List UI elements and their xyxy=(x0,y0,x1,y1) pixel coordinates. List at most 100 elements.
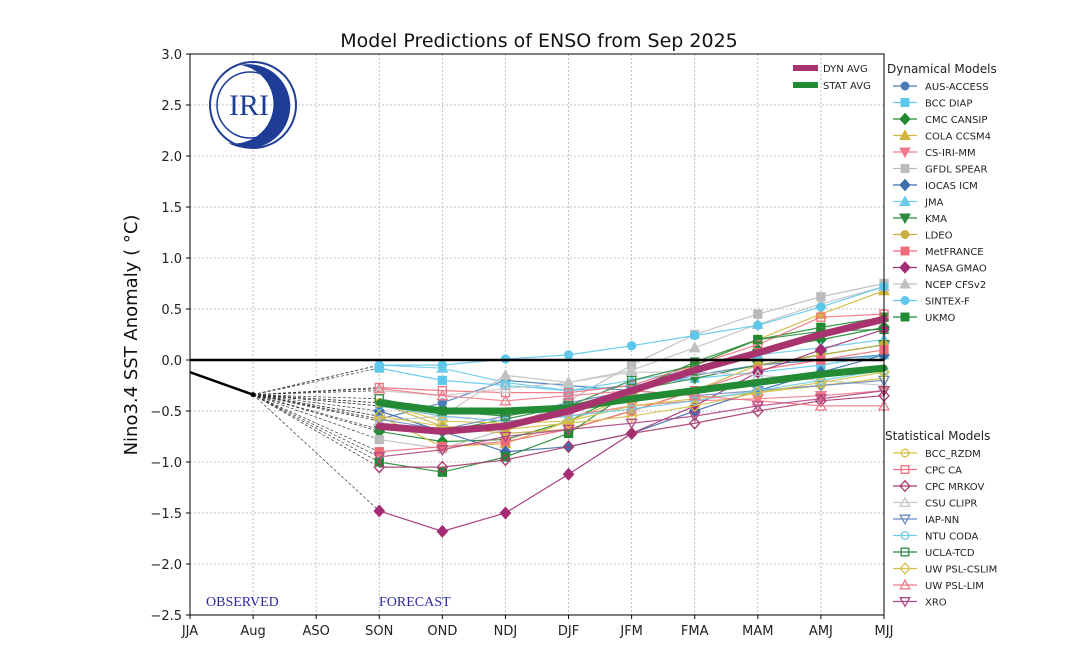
forecast-connector xyxy=(253,388,380,396)
legend-label: MetFRANCE xyxy=(925,247,984,258)
data-point xyxy=(690,396,700,406)
forecast-connector xyxy=(253,394,380,404)
data-point xyxy=(899,479,911,493)
average-line-stat-avg xyxy=(375,364,888,415)
data-point xyxy=(499,453,512,467)
data-point xyxy=(563,387,574,398)
data-point xyxy=(563,350,574,360)
legend-item: NCEP CFSv2 xyxy=(893,277,986,291)
data-point xyxy=(899,112,911,126)
data-point xyxy=(499,506,512,520)
legend-item: JMA xyxy=(893,195,944,209)
legend-item: IOCAS ICM xyxy=(893,178,978,192)
y-tick-label: −1.0 xyxy=(150,456,182,471)
forecast-connector xyxy=(252,394,380,458)
legend-item: LDEO xyxy=(893,230,953,242)
data-point xyxy=(899,129,911,140)
data-point xyxy=(499,431,512,443)
observed-annotation: OBSERVED xyxy=(206,595,279,610)
data-point xyxy=(900,98,910,107)
data-point xyxy=(751,394,764,406)
forecast-connector xyxy=(252,394,380,468)
statistical-legend-title: Statistical Models xyxy=(885,429,990,443)
legend-label: NASA GMAO xyxy=(925,264,987,275)
x-tick-label: JFM xyxy=(619,624,643,639)
data-point xyxy=(899,578,911,590)
x-tick-label: MAM xyxy=(742,624,773,639)
legend-label: JMA xyxy=(924,198,944,209)
forecast-connector xyxy=(252,394,380,430)
data-point xyxy=(626,341,637,351)
forecast-connector xyxy=(253,364,380,396)
forecast-connector xyxy=(252,394,380,463)
data-point xyxy=(437,385,448,396)
data-point xyxy=(373,460,386,474)
y-axis-label: Nino3.4 SST Anomaly ( °C) xyxy=(121,215,142,456)
legend-label: CPC MRKOV xyxy=(925,482,984,493)
series-xro xyxy=(373,385,891,464)
iri-logo: IRI xyxy=(209,61,297,149)
x-tick-label: JJA xyxy=(181,624,198,639)
series-line xyxy=(379,390,885,458)
average-legend: DYN AVG STAT AVG xyxy=(793,54,885,615)
dynamical-legend-title: Dynamical Models xyxy=(887,62,997,76)
legend-label: BCC DIAP xyxy=(925,99,972,110)
data-point xyxy=(753,334,763,345)
legend-item: SINTEX-F xyxy=(893,296,970,308)
data-point xyxy=(374,434,384,445)
forecast-connector xyxy=(253,367,380,396)
series-layer xyxy=(189,278,891,538)
data-point xyxy=(562,376,575,388)
data-point xyxy=(436,445,449,457)
legend-item: CSU CLIPR xyxy=(893,496,977,510)
data-point xyxy=(753,309,763,319)
legend-label: XRO xyxy=(925,598,947,609)
legend-label: UW PSL-LIM xyxy=(925,581,984,592)
forecast-connector xyxy=(253,394,380,407)
x-tick-label: NDJ xyxy=(494,624,518,639)
data-point xyxy=(688,416,701,430)
data-point xyxy=(374,447,384,457)
data-point xyxy=(751,386,764,400)
x-tick-label: Aug xyxy=(240,624,265,639)
legend-item: CMC CANSIP xyxy=(893,112,987,126)
statistical-models-legend: Statistical Models BCC_RZDM CPC CA CPC MRK… xyxy=(885,429,997,609)
legend-item: CS-IRI-MM xyxy=(893,147,976,159)
data-point xyxy=(900,164,910,173)
data-point xyxy=(899,147,911,159)
legend-item: NTU CODA xyxy=(893,531,978,543)
legend-label: AUS-ACCESS xyxy=(925,82,989,93)
data-point xyxy=(373,504,386,518)
legend-item: XRO xyxy=(893,597,947,609)
legend-label: UKMO xyxy=(925,313,956,324)
data-point xyxy=(625,426,638,440)
data-point xyxy=(562,467,575,481)
legend-label: SINTEX-F xyxy=(925,297,970,308)
y-tick-label: −2.0 xyxy=(150,558,182,573)
data-point xyxy=(900,312,910,322)
data-point xyxy=(899,178,911,192)
data-point xyxy=(900,296,910,305)
legend-label: IOCAS ICM xyxy=(925,181,978,192)
data-point xyxy=(900,230,910,239)
data-point xyxy=(499,394,512,406)
legend-label: CSU CLIPR xyxy=(925,499,977,510)
forecast-connector xyxy=(253,394,380,420)
data-point xyxy=(899,562,911,575)
legend-label: LDEO xyxy=(925,231,953,242)
x-tick-label: SON xyxy=(365,624,393,639)
data-point xyxy=(899,514,911,526)
y-tick-label: 0.5 xyxy=(161,303,182,318)
data-point xyxy=(753,320,763,330)
legend-item: CPC MRKOV xyxy=(893,479,984,493)
forecast-annotation: FORECAST xyxy=(379,595,451,610)
legend-item: NASA GMAO xyxy=(893,261,987,275)
data-point xyxy=(816,302,826,312)
data-point xyxy=(626,404,637,414)
legend-item: COLA CCSM4 xyxy=(893,129,991,143)
data-point xyxy=(437,360,448,370)
data-point xyxy=(814,399,828,411)
legend-label: CMC CANSIP xyxy=(925,115,987,126)
chart-title: Model Predictions of ENSO from Sep 2025 xyxy=(340,30,738,52)
data-point xyxy=(373,409,386,423)
